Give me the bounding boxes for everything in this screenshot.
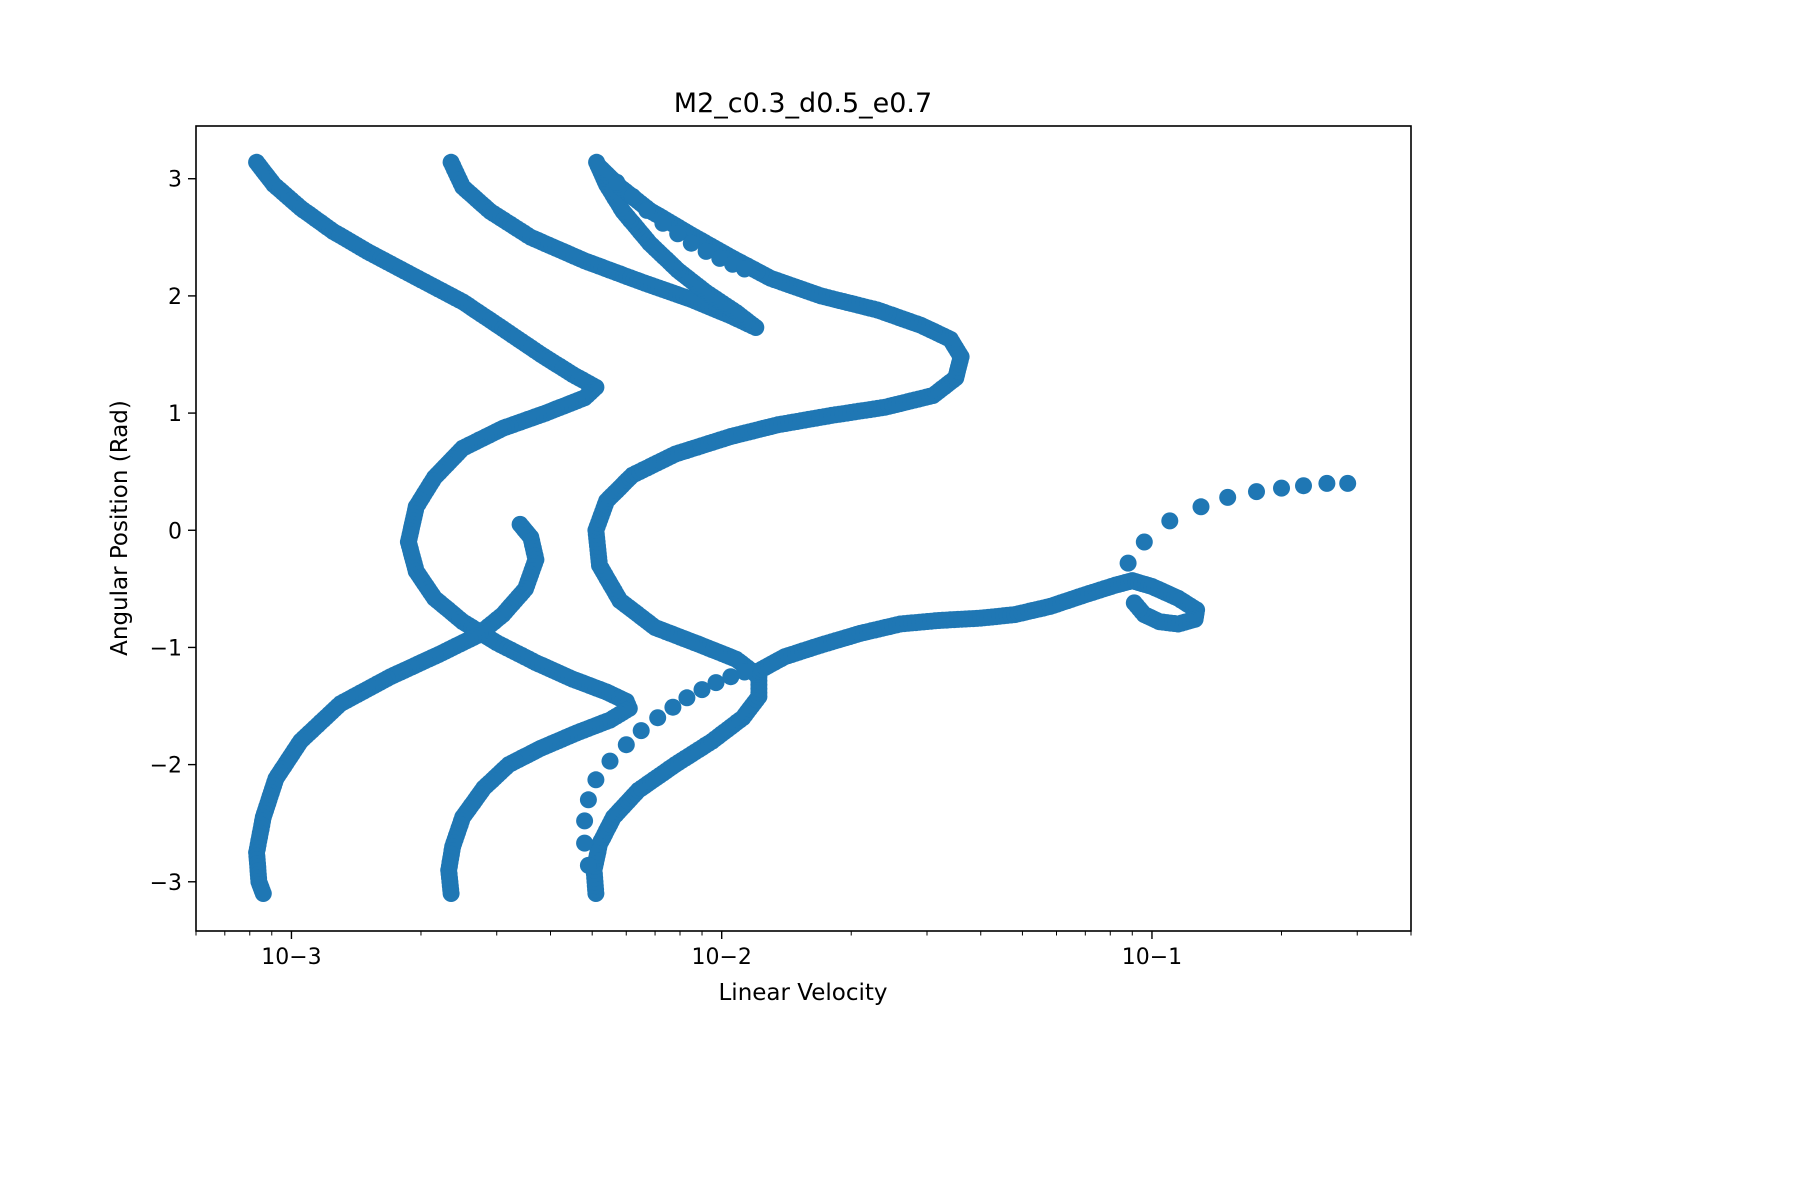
x-axis-label: Linear Velocity (718, 980, 887, 1006)
svg-text:10−2: 10−2 (691, 945, 751, 970)
y-tick-label: −2 (150, 754, 182, 779)
svg-text:10−3: 10−3 (261, 945, 321, 970)
y-tick-label: −3 (150, 871, 182, 896)
svg-text:−1: −1 (150, 636, 182, 661)
svg-text:2: 2 (168, 285, 182, 310)
data-point (736, 663, 753, 681)
svg-text:3: 3 (168, 168, 182, 193)
data-point (1219, 488, 1237, 506)
y-tick-label: 3 (168, 168, 182, 193)
data-point (1273, 479, 1290, 497)
axes-frame (195, 125, 1412, 932)
plot-area (248, 153, 1357, 902)
x-tick-label: 10−2 (691, 945, 751, 970)
data-point (601, 752, 619, 770)
data-point (623, 187, 641, 205)
data-point (1161, 512, 1179, 530)
data-point (678, 689, 696, 707)
svg-text:−3: −3 (150, 871, 182, 896)
data-point (638, 201, 656, 219)
data-point (579, 791, 597, 809)
data-point (1248, 483, 1265, 501)
svg-text:0: 0 (168, 519, 182, 544)
data-point (649, 709, 667, 727)
data-point (669, 225, 687, 243)
y-axis-label: Angular Position (Rad) (107, 400, 133, 656)
data-point (736, 260, 753, 278)
y-tick-label: 2 (168, 285, 182, 310)
data-point (693, 681, 711, 699)
data-point (711, 249, 729, 267)
y-tick-label: 1 (168, 402, 182, 427)
data-point (576, 834, 594, 852)
data-point (617, 736, 635, 754)
data-point (1192, 498, 1210, 516)
x-tick-label: 10−3 (261, 945, 321, 970)
svg-text:10−1: 10−1 (1122, 945, 1182, 970)
data-point (608, 173, 626, 191)
data-point (707, 674, 725, 692)
data-point (722, 668, 740, 686)
chart-title: M2_c0.3_d0.5_e0.7 (674, 88, 932, 119)
data-point (1295, 477, 1312, 495)
data-point (442, 885, 460, 902)
x-axis: 10−3 10−2 10−1 (195, 931, 1412, 970)
svg-text:1: 1 (168, 402, 182, 427)
x-tick-label: 10−1 (1122, 945, 1182, 970)
data-point (579, 856, 597, 874)
data-point (587, 771, 605, 789)
data-point (697, 242, 715, 260)
svg-text:−2: −2 (150, 754, 182, 779)
data-point (1135, 533, 1153, 551)
data-point (1339, 474, 1357, 492)
data-point (664, 698, 682, 716)
data-point (1119, 554, 1137, 572)
data-point (632, 722, 650, 740)
data-point (576, 812, 594, 830)
data-point (591, 158, 608, 176)
data-point (682, 234, 700, 252)
y-tick-label: −1 (150, 636, 182, 661)
y-tick-label: 0 (168, 519, 182, 544)
data-point (654, 214, 672, 232)
data-point (1125, 594, 1143, 612)
data-point (254, 885, 272, 902)
y-axis: −3 −2 −1 0 1 2 3 (150, 168, 196, 896)
data-point (1318, 474, 1336, 492)
